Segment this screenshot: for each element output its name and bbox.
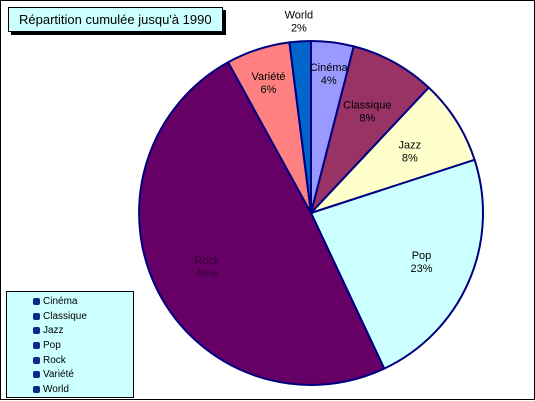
legend-item-variete: Variété (7, 367, 133, 382)
legend-marker-icon (33, 327, 40, 335)
slice-value-classique: 8% (359, 113, 375, 125)
slice-label-world: World (285, 10, 314, 22)
slice-value-pop: 23% (410, 263, 432, 275)
legend-item-jazz: Jazz (7, 323, 133, 338)
legend-label: Variété (43, 369, 74, 381)
slice-label-classique: Classique (343, 100, 391, 112)
pie-slice-world (288, 39, 312, 214)
chart-title: Répartition cumulée jusqu'à 1990 (8, 7, 223, 32)
legend-item-classique: Classique (7, 309, 133, 324)
slice-value-jazz: 8% (402, 152, 418, 164)
legend-marker-icon (33, 297, 40, 305)
legend-item-world: World (7, 382, 133, 397)
legend-label: Cinéma (43, 295, 78, 307)
legend-label: Pop (43, 339, 61, 351)
slice-value-cinéma: 4% (321, 75, 337, 87)
slice-label-variété: Variété (251, 71, 285, 83)
legend-marker-icon (33, 371, 40, 379)
slice-label-pop: Pop (412, 250, 432, 262)
legend-marker-icon (33, 385, 40, 393)
legend-label: World (43, 383, 69, 395)
legend-marker-icon (33, 312, 40, 320)
legend-label: Jazz (43, 325, 64, 337)
legend-item-pop: Pop (7, 338, 133, 353)
legend-item-rock: Rock (7, 353, 133, 368)
legend-label: Classique (43, 310, 87, 322)
legend-marker-icon (33, 341, 40, 349)
legend-item-cinema: Cinéma (7, 294, 133, 309)
slice-label-rock: Rock (194, 255, 220, 267)
legend: Cinéma Classique Jazz Pop Rock Variété W… (6, 291, 134, 398)
pie-slice-pop (309, 158, 484, 370)
slice-label-jazz: Jazz (398, 139, 421, 151)
slice-value-world: 2% (291, 23, 307, 35)
pie-slice-rock (138, 60, 386, 386)
slice-value-variété: 6% (261, 84, 277, 96)
legend-marker-icon (33, 356, 40, 364)
legend-label: Rock (43, 354, 66, 366)
slice-value-rock: 49% (196, 268, 218, 280)
slice-label-cinéma: Cinéma (310, 62, 349, 74)
